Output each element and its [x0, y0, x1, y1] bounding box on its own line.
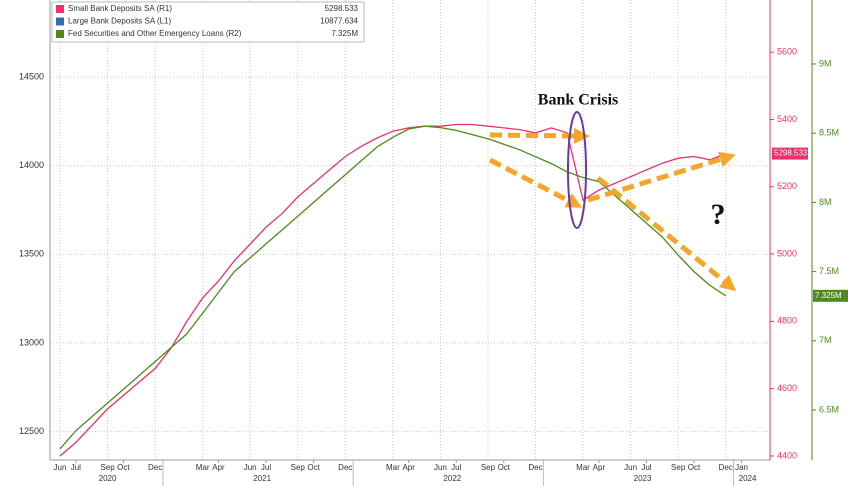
annotation: Bank Crisis: [538, 92, 618, 109]
y3-tick-label: 6.5M: [819, 404, 839, 414]
x-tick-label: Sep: [481, 463, 496, 472]
x-tick-label: Sep: [291, 463, 306, 472]
y-tick-label: 14000: [19, 160, 44, 170]
value-tag-label: 7.325M: [815, 291, 842, 300]
legend-value: 5298.533: [325, 4, 359, 13]
year-label: 2023: [634, 474, 652, 483]
y2-tick-label: 4800: [777, 316, 797, 326]
x-tick-label: Jan: [735, 463, 748, 472]
y-tick-label: 14500: [19, 71, 44, 81]
y3-tick-label: 7M: [819, 335, 832, 345]
legend: Small Bank Deposits SA (R1) 5298.533 Large…: [51, 1, 365, 43]
x-tick-label: Jun: [434, 463, 447, 472]
x-tick-label: Mar: [196, 463, 210, 472]
x-tick-label: Apr: [593, 463, 606, 472]
x-tick-label: Mar: [576, 463, 590, 472]
y-tick-label: 13000: [19, 337, 44, 347]
x-tick-label: Oct: [307, 463, 320, 472]
x-tick-label: Dec: [528, 463, 542, 472]
year-label: 2024: [739, 474, 757, 483]
legend-swatch: [56, 30, 64, 38]
legend-box: [51, 1, 365, 43]
x-tick-label: Apr: [402, 463, 415, 472]
year-label: 2021: [253, 474, 271, 483]
x-tick-label: Jun: [624, 463, 637, 472]
grid: [50, 0, 770, 460]
x-tick-label: Dec: [719, 463, 733, 472]
value-tag-label: 5298.533: [774, 149, 808, 158]
annotation: ?: [711, 198, 726, 231]
x-tick-label: Dec: [338, 463, 352, 472]
series-line: [59, 125, 727, 450]
y3-tick-label: 8.5M: [819, 128, 839, 138]
legend-label: Fed Securities and Other Emergency Loans…: [68, 29, 242, 38]
y2-tick-label: 5400: [777, 114, 797, 124]
value-tag: [772, 147, 808, 160]
x-tick-label: Oct: [498, 463, 511, 472]
arrow: [489, 127, 590, 144]
y2-tick-label: 5000: [777, 248, 797, 258]
y3-tick-label: 7.5M: [819, 266, 839, 276]
x-tick-label: Oct: [688, 463, 701, 472]
y2-tick-label: 5200: [777, 181, 797, 191]
x-tick-label: Jul: [261, 463, 271, 472]
y3-tick-label: 9M: [819, 58, 832, 68]
x-tick-label: Jul: [641, 463, 651, 472]
legend-label: Small Bank Deposits SA (R1): [68, 4, 172, 13]
y2-tick-label: 4400: [777, 450, 797, 460]
y-tick-label: 13500: [19, 249, 44, 259]
x-tick-label: Jul: [451, 463, 461, 472]
lines: [59, 123, 727, 457]
x-tick-label: Sep: [671, 463, 686, 472]
arrow: [488, 157, 583, 208]
year-label: 2020: [99, 474, 117, 483]
x-tick-label: Sep: [100, 463, 115, 472]
legend-value: 7.325M: [331, 29, 358, 38]
x-tick-label: Dec: [148, 463, 162, 472]
y2-tick-label: 4600: [777, 383, 797, 393]
y-tick-label: 12500: [19, 426, 44, 436]
x-tick-label: Jul: [71, 463, 81, 472]
year-label: 2022: [443, 474, 461, 483]
value-tag: [813, 289, 848, 302]
legend-label: Large Bank Deposits SA (L1): [68, 17, 172, 26]
x-tick-label: Oct: [117, 463, 130, 472]
legend-swatch: [56, 5, 64, 13]
y3-tick-label: 8M: [819, 197, 832, 207]
x-tick-label: Jun: [244, 463, 257, 472]
x-tick-label: Mar: [386, 463, 400, 472]
arrow: [587, 151, 736, 203]
legend-value: 10877.634: [320, 17, 358, 26]
x-tick-label: Apr: [212, 463, 225, 472]
y2-tick-label: 5600: [777, 47, 797, 57]
arrow: [596, 176, 737, 292]
crisis-ellipse: [567, 111, 587, 229]
legend-swatch: [56, 17, 64, 26]
x-tick-label: Jun: [54, 463, 67, 472]
